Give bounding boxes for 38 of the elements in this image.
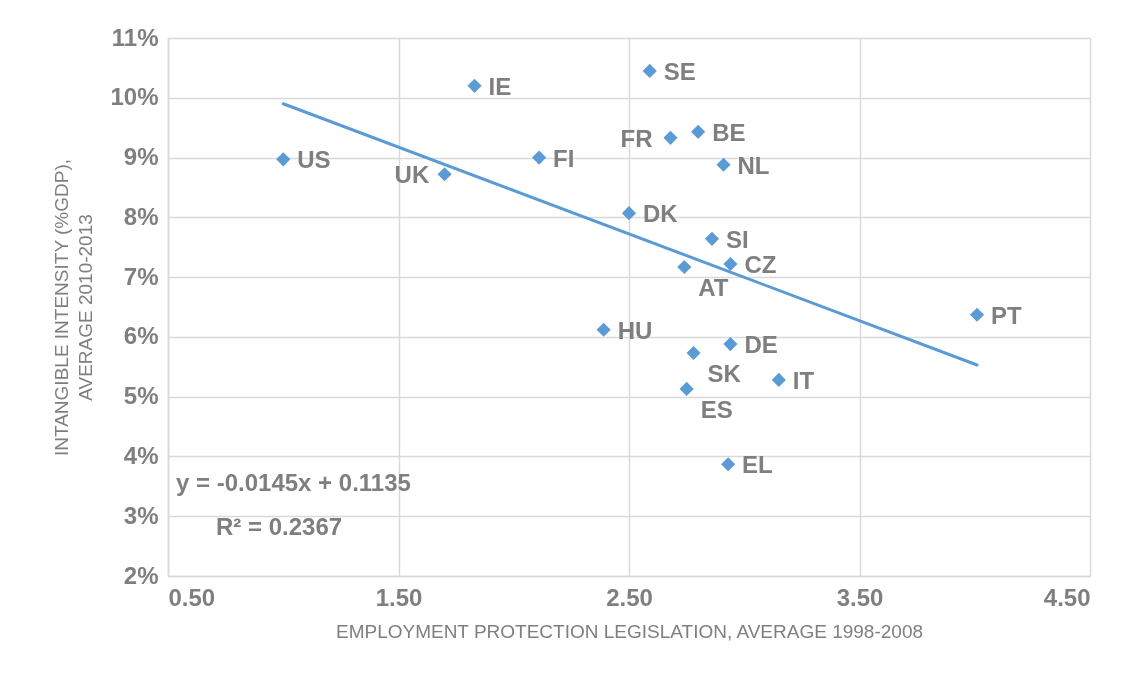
annotation: EL [742,451,773,479]
x-axis-title: EMPLOYMENT PROTECTION LEGISLATION, AVERAGE 1998-2008 [335,620,924,642]
annotation: DK [643,200,679,228]
annotation: SE [663,57,696,85]
y-tick-label: 2% [123,561,159,589]
annotation: UK [394,161,430,189]
annotation: HU [617,316,653,344]
annotation: SI [725,225,749,253]
x-tick-label: 1.50 [375,583,423,611]
annotation: y = -0.0145x + 0.1135 [176,469,411,496]
annotation: DE [744,331,778,359]
x-tick-label: 2.50 [606,583,653,611]
x-tick-label: 3.50 [836,583,884,611]
x-tick-label: 0.50 [168,583,216,611]
y-tick-label: 11% [111,23,159,51]
annotation: BE [712,118,746,146]
y-tick-label: 10% [110,83,159,111]
annotation: FR [620,124,653,152]
annotation: IE [488,72,512,100]
annotation: SK [707,360,742,388]
annotation: US [297,146,331,174]
annotation: ES [700,395,733,423]
annotation: CZ [744,250,777,278]
annotation: IT [792,366,815,394]
y-axis-title: INTANGIBLE INTENSITY (%GDP), AVERAGE 2010-2013 [51,158,97,457]
y-tick-label: 6% [123,322,159,350]
y-tick-label: 8% [123,202,159,230]
y-tick-label: 7% [123,262,159,290]
y-tick-label: 3% [123,501,159,529]
x-tick-label: 4.50 [1043,583,1091,611]
annotation: AT [698,273,729,301]
annotation: R² = 0.2367 [216,513,343,540]
annotation: FI [553,144,575,172]
annotation: PT [991,301,1023,329]
y-tick-label: 9% [123,143,159,171]
y-tick-label: 4% [123,441,159,469]
y-tick-label: 5% [123,382,159,410]
annotation: NL [737,151,770,179]
